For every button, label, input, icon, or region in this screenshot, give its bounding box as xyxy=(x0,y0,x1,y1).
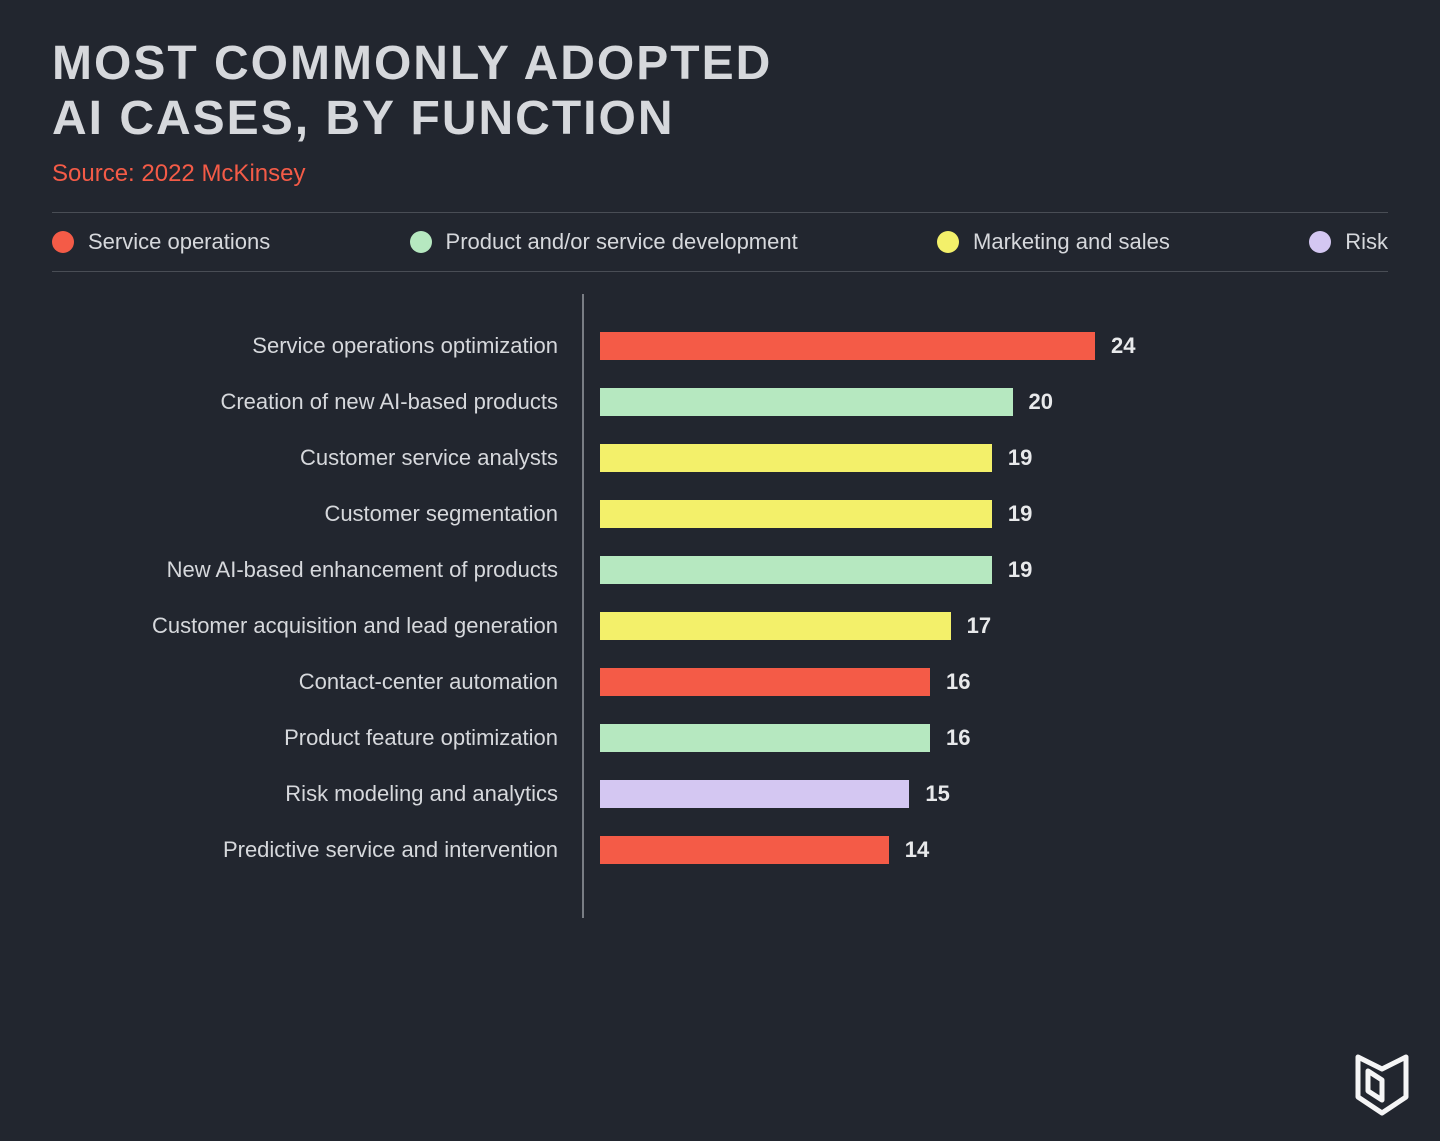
bar-value: 16 xyxy=(946,725,970,751)
bar-label: Product feature optimization xyxy=(284,725,558,751)
chart-row: Customer acquisition and lead generation… xyxy=(582,598,1388,654)
bar xyxy=(600,724,930,752)
bar-chart: Service operations optimization24Creatio… xyxy=(52,294,1388,918)
chart-rows: Service operations optimization24Creatio… xyxy=(582,294,1388,918)
bar-label: Creation of new AI-based products xyxy=(220,389,558,415)
chart-source: Source: 2022 McKinsey xyxy=(52,160,1388,188)
bar-value: 14 xyxy=(905,837,929,863)
bar xyxy=(600,612,951,640)
bar xyxy=(600,668,930,696)
bar-label: Contact-center automation xyxy=(299,669,558,695)
legend-item: Service operations xyxy=(52,229,270,255)
chart-row: Customer service analysts19 xyxy=(582,430,1388,486)
bar-label: Service operations optimization xyxy=(252,333,558,359)
bar xyxy=(600,388,1013,416)
bar-label: Customer acquisition and lead generation xyxy=(152,613,558,639)
legend-swatch xyxy=(1309,231,1331,253)
chart-title: MOST COMMONLY ADOPTED AI CASES, BY FUNCT… xyxy=(52,36,1388,146)
title-line-1: MOST COMMONLY ADOPTED xyxy=(52,37,772,90)
legend-item: Product and/or service development xyxy=(410,229,798,255)
legend-swatch xyxy=(52,231,74,253)
bar-value: 17 xyxy=(967,613,991,639)
chart-row: Customer segmentation19 xyxy=(582,486,1388,542)
bar-value: 19 xyxy=(1008,445,1032,471)
legend-swatch xyxy=(937,231,959,253)
bar xyxy=(600,332,1095,360)
legend-item: Risk xyxy=(1309,229,1388,255)
bar-label: Customer service analysts xyxy=(300,445,558,471)
bar-value: 15 xyxy=(925,781,949,807)
legend-label: Product and/or service development xyxy=(446,229,798,255)
bar xyxy=(600,500,992,528)
bar-label: Predictive service and intervention xyxy=(223,837,558,863)
divider-bottom xyxy=(52,271,1388,272)
chart-row: Creation of new AI-based products20 xyxy=(582,374,1388,430)
bar xyxy=(600,444,992,472)
bar-label: Risk modeling and analytics xyxy=(285,781,558,807)
brand-logo-icon xyxy=(1354,1053,1410,1117)
chart-row: Contact-center automation16 xyxy=(582,654,1388,710)
bar xyxy=(600,556,992,584)
bar-value: 24 xyxy=(1111,333,1135,359)
chart-row: Risk modeling and analytics15 xyxy=(582,766,1388,822)
bar-value: 19 xyxy=(1008,557,1032,583)
chart-container: MOST COMMONLY ADOPTED AI CASES, BY FUNCT… xyxy=(0,0,1440,918)
bar-label: New AI-based enhancement of products xyxy=(167,557,558,583)
bar xyxy=(600,836,889,864)
legend-label: Risk xyxy=(1345,229,1388,255)
chart-row: Service operations optimization24 xyxy=(582,318,1388,374)
chart-row: Predictive service and intervention14 xyxy=(582,822,1388,878)
bar xyxy=(600,780,909,808)
legend-swatch xyxy=(410,231,432,253)
title-line-2: AI CASES, BY FUNCTION xyxy=(52,92,675,145)
legend-item: Marketing and sales xyxy=(937,229,1170,255)
legend: Service operations Product and/or service… xyxy=(52,213,1388,271)
legend-label: Service operations xyxy=(88,229,270,255)
bar-value: 20 xyxy=(1029,389,1053,415)
legend-label: Marketing and sales xyxy=(973,229,1170,255)
bar-value: 19 xyxy=(1008,501,1032,527)
chart-row: Product feature optimization16 xyxy=(582,710,1388,766)
chart-row: New AI-based enhancement of products19 xyxy=(582,542,1388,598)
bar-label: Customer segmentation xyxy=(324,501,558,527)
bar-value: 16 xyxy=(946,669,970,695)
